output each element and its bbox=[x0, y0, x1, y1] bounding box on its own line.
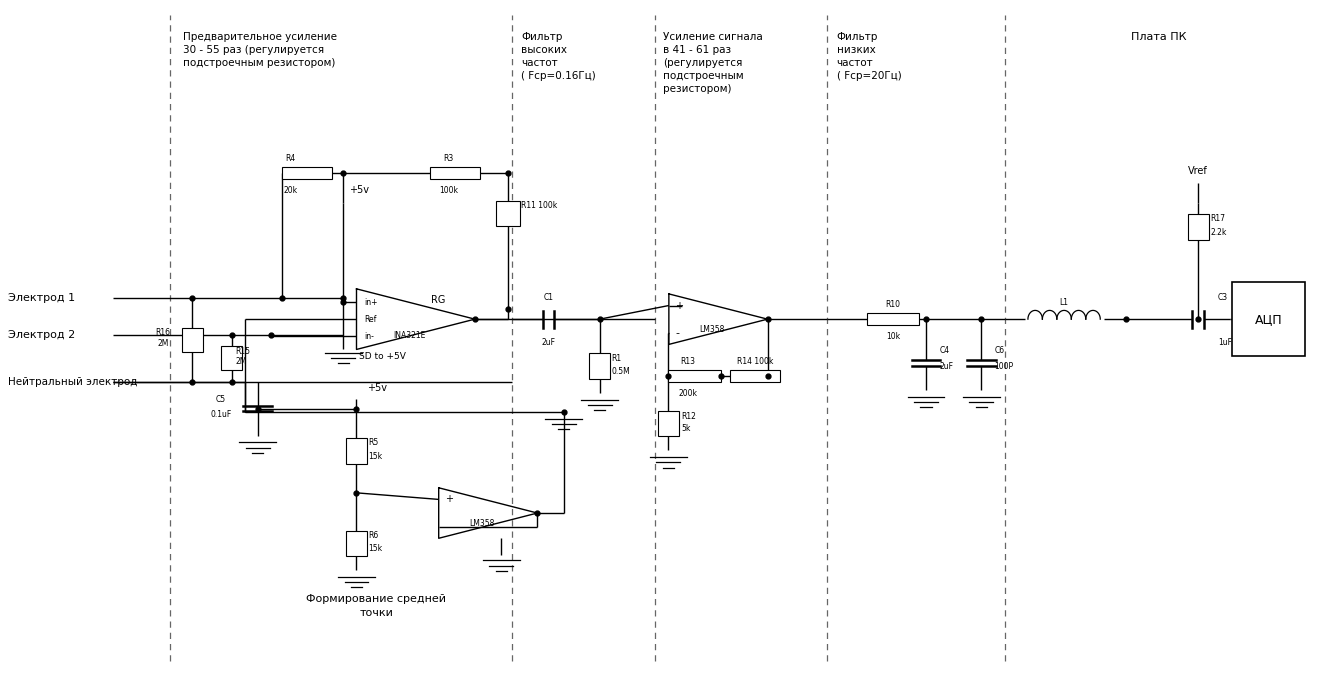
Text: 2M: 2M bbox=[157, 339, 169, 347]
Text: Ref: Ref bbox=[364, 314, 377, 324]
Text: 2.2k: 2.2k bbox=[1210, 228, 1227, 237]
Text: R10: R10 bbox=[886, 300, 900, 309]
Bar bbox=[730, 370, 780, 383]
Text: 10k: 10k bbox=[886, 332, 900, 341]
Text: R12: R12 bbox=[681, 412, 696, 421]
Text: Электрод 1: Электрод 1 bbox=[8, 293, 75, 303]
Text: +: + bbox=[445, 494, 453, 504]
Text: R5: R5 bbox=[368, 438, 378, 448]
Text: 2M: 2M bbox=[236, 357, 246, 366]
Text: in+: in+ bbox=[364, 297, 378, 307]
Text: Предварительное усиление
30 - 55 раз (регулируется
подстроечным резистором): Предварительное усиление 30 - 55 раз (ре… bbox=[183, 32, 337, 68]
Text: LM358: LM358 bbox=[699, 324, 725, 334]
Bar bbox=[496, 201, 519, 226]
Bar bbox=[1188, 214, 1209, 240]
Bar bbox=[430, 167, 480, 179]
Text: 200k: 200k bbox=[679, 389, 697, 398]
Text: SD to +5V: SD to +5V bbox=[358, 352, 406, 360]
Text: R17: R17 bbox=[1210, 214, 1224, 223]
Text: C6: C6 bbox=[994, 346, 1004, 356]
Text: 15k: 15k bbox=[368, 452, 382, 460]
Text: 5k: 5k bbox=[681, 425, 691, 433]
Text: in-: in- bbox=[364, 332, 374, 341]
Text: 15k: 15k bbox=[368, 544, 382, 553]
Text: R14 100k: R14 100k bbox=[737, 357, 774, 366]
Text: C1: C1 bbox=[543, 293, 554, 302]
Text: LM358: LM358 bbox=[469, 518, 494, 528]
Text: C4: C4 bbox=[940, 346, 949, 356]
Text: R13: R13 bbox=[680, 357, 696, 366]
Text: -: - bbox=[675, 328, 680, 338]
Text: Vref: Vref bbox=[1189, 166, 1209, 176]
Text: L1: L1 bbox=[1060, 298, 1069, 307]
Text: Формирование средней
точки: Формирование средней точки bbox=[306, 594, 447, 618]
Text: R15: R15 bbox=[236, 347, 250, 356]
Text: R3: R3 bbox=[443, 153, 453, 163]
Text: 1uF: 1uF bbox=[1218, 338, 1232, 347]
Text: R11 100k: R11 100k bbox=[521, 201, 558, 210]
Text: -: - bbox=[445, 522, 449, 531]
Text: +: + bbox=[675, 301, 684, 310]
Text: 2uF: 2uF bbox=[542, 338, 555, 347]
Text: 20k: 20k bbox=[283, 186, 298, 195]
Text: 2uF: 2uF bbox=[940, 362, 953, 370]
Text: Фильтр
высоких
частот
( Fср=0.16Гц): Фильтр высоких частот ( Fср=0.16Гц) bbox=[521, 32, 596, 81]
Bar bbox=[668, 370, 721, 383]
Text: Нейтральный электрод: Нейтральный электрод bbox=[8, 377, 137, 387]
Text: 100P: 100P bbox=[994, 362, 1014, 370]
Text: INA321E: INA321E bbox=[393, 331, 426, 341]
Text: Усиление сигнала
в 41 - 61 раз
(регулируется
подстроечным
резистором): Усиление сигнала в 41 - 61 раз (регулиру… bbox=[663, 32, 763, 95]
Bar bbox=[867, 313, 920, 325]
Bar bbox=[658, 412, 679, 435]
Text: +5v: +5v bbox=[366, 383, 387, 393]
Text: RG: RG bbox=[431, 295, 445, 306]
Text: +5v: +5v bbox=[348, 185, 369, 195]
Bar bbox=[221, 346, 243, 370]
Text: C5: C5 bbox=[216, 395, 227, 404]
Bar bbox=[282, 167, 332, 179]
Text: 0.1uF: 0.1uF bbox=[211, 410, 232, 418]
Text: Электрод 2: Электрод 2 bbox=[8, 330, 75, 339]
Bar bbox=[347, 531, 366, 556]
Bar bbox=[347, 438, 366, 464]
Text: Фильтр
низких
частот
( Fср=20Гц): Фильтр низких частот ( Fср=20Гц) bbox=[837, 32, 902, 81]
Text: АЦП: АЦП bbox=[1255, 312, 1282, 326]
Bar bbox=[1232, 282, 1305, 356]
Text: R4: R4 bbox=[286, 153, 295, 163]
Text: R16: R16 bbox=[156, 329, 170, 337]
Bar bbox=[589, 354, 610, 379]
Text: R6: R6 bbox=[368, 531, 378, 539]
Bar bbox=[182, 328, 203, 352]
Text: R1: R1 bbox=[612, 354, 622, 363]
Text: C3: C3 bbox=[1218, 293, 1228, 302]
Text: 0.5M: 0.5M bbox=[612, 367, 630, 376]
Text: Плата ПК: Плата ПК bbox=[1131, 32, 1186, 42]
Text: 100k: 100k bbox=[439, 186, 459, 195]
